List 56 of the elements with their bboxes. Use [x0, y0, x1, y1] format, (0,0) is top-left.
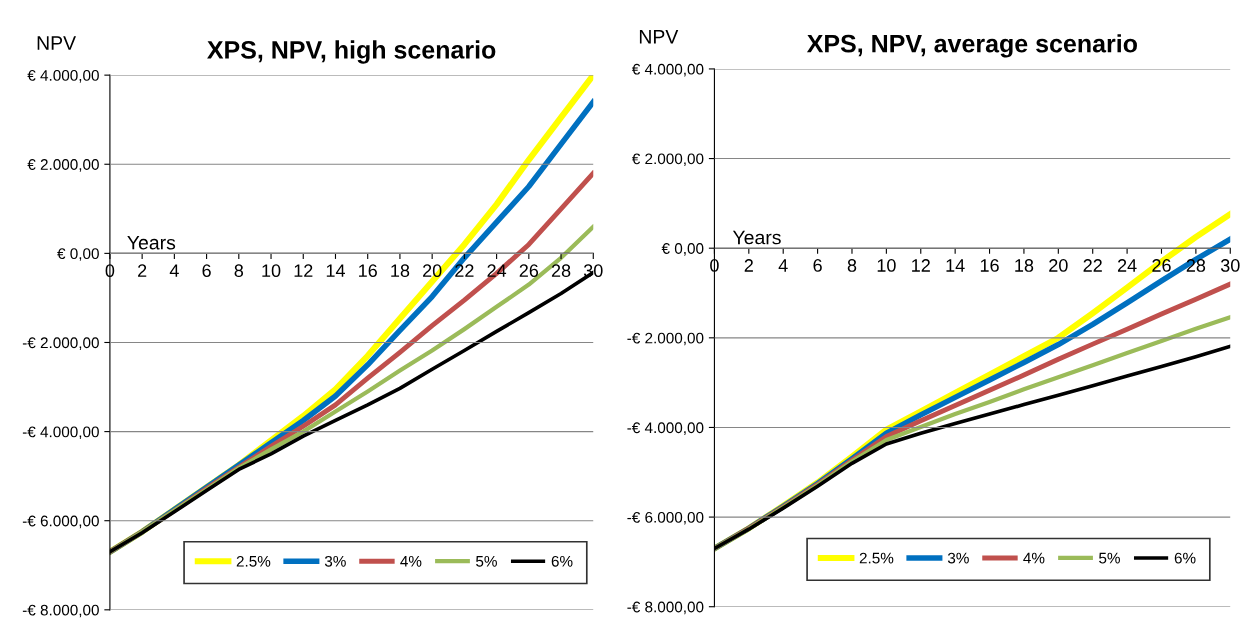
y-tick-label: -€ 8.000,00 [627, 601, 704, 615]
y-tick-label: € 2.000,00 [27, 159, 99, 172]
legend-label: 5% [1099, 552, 1120, 564]
x-tick-label: 10 [262, 264, 281, 278]
x-tick-label: 18 [391, 264, 410, 278]
x-tick-label: 2 [744, 259, 753, 272]
y-tick-label: € 0,00 [57, 248, 99, 261]
legend-label: 2.5% [236, 555, 271, 567]
x-tick-label: 22 [455, 264, 474, 277]
x-tick-label: 14 [326, 264, 345, 277]
y-tick-label: -€ 8.000,00 [22, 604, 99, 618]
y-tick-label: € 4.000,00 [631, 63, 704, 77]
y-tick-label: -€ 4.000,00 [22, 426, 99, 440]
x-tick-label: 14 [946, 259, 965, 272]
x-tick-label: 28 [1186, 259, 1206, 272]
x-axis-title: Years [732, 230, 781, 245]
x-tick-label: 12 [294, 264, 313, 277]
x-tick-label: 16 [359, 264, 377, 278]
x-tick-label: 18 [1015, 259, 1034, 272]
x-tick-label: 24 [1117, 259, 1137, 272]
x-tick-label: 6 [813, 259, 822, 272]
x-tick-label: 28 [551, 264, 571, 278]
y-tick-label: -€ 6.000,00 [627, 511, 704, 525]
legend-label: 6% [1174, 552, 1196, 564]
legend-label: 6% [551, 555, 573, 567]
x-tick-label: 30 [1220, 259, 1240, 272]
y-tick-label: -€ 4.000,00 [627, 422, 704, 435]
legend-label: 4% [1023, 552, 1045, 564]
chart-title: XPS, NPV, average scenario [806, 34, 1137, 58]
x-tick-label: 12 [912, 259, 930, 272]
legend-label: 4% [400, 555, 422, 567]
legend-label: 2.5% [859, 552, 894, 564]
y-tick-label: € 2.000,00 [631, 153, 704, 167]
x-tick-label: 2 [138, 264, 147, 277]
x-tick-label: 8 [234, 264, 244, 278]
y-axis-title: NPV [639, 30, 679, 44]
x-tick-label: 16 [980, 259, 999, 272]
legend-label: 3% [324, 555, 346, 567]
x-tick-label: 4 [778, 259, 788, 272]
x-tick-label: 6 [202, 264, 211, 278]
chart-title: XPS, NPV, high scenario [207, 40, 496, 64]
x-tick-label: 10 [877, 259, 896, 272]
x-tick-label: 4 [169, 264, 179, 277]
x-tick-label: 26 [519, 264, 539, 278]
x-axis-title: Years [127, 235, 176, 250]
x-tick-label: 22 [1083, 259, 1102, 272]
y-tick-label: € 4.000,00 [27, 70, 99, 83]
y-tick-label: -€ 6.000,00 [22, 515, 99, 529]
y-tick-label: € 0,00 [661, 243, 704, 256]
y-axis-title: NPV [37, 36, 76, 50]
x-tick-label: 20 [1049, 259, 1068, 272]
legend-label: 5% [476, 555, 497, 567]
y-tick-label: -€ 2.000,00 [22, 337, 99, 350]
x-tick-label: 8 [847, 259, 857, 272]
legend-label: 3% [947, 552, 969, 564]
y-tick-label: -€ 2.000,00 [627, 332, 704, 346]
